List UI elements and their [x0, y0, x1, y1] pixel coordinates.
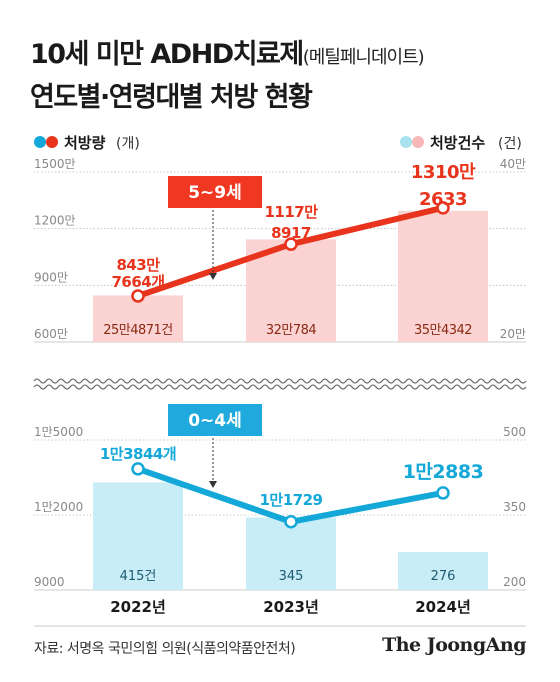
- top-callout-arrowhead: [209, 273, 217, 280]
- top-bar-label: 32만784: [266, 323, 317, 338]
- top-line-data-label: 8917: [271, 224, 311, 242]
- axis-break-wave: [33, 378, 527, 384]
- bottom-bar-label: 415건: [120, 569, 157, 584]
- chart-title: 10세 미만 ADHD치료제(메틸페니데이트) 연도별·연령대별 처방 현황: [30, 32, 425, 115]
- legend-left-unit: (개): [116, 136, 140, 152]
- x-axis-tick-label: 2023년: [263, 598, 319, 616]
- legend-left-red-dot: [46, 136, 58, 148]
- top-line-point: [131, 289, 145, 303]
- bottom-right-tick-label: 500: [503, 425, 526, 439]
- bottom-callout-box: [168, 404, 262, 436]
- bottom-callout-arrowhead: [209, 481, 217, 488]
- bottom-bar: [93, 482, 183, 590]
- top-line-data-label: 1310만: [411, 162, 476, 183]
- title-line2: 연도별·연령대별 처방 현황: [30, 81, 313, 113]
- top-line-point: [436, 201, 450, 215]
- bottom-bar: [398, 552, 488, 590]
- top-left-tick-label: 900만: [34, 270, 68, 284]
- top-line-data-label: 1117만: [264, 203, 318, 221]
- top-line-data-label: 2633: [419, 189, 467, 210]
- top-line-data-label: 7664개: [111, 273, 164, 291]
- top-bar-label: 25만4871건: [103, 323, 173, 338]
- bottom-right-tick-label: 350: [503, 500, 526, 514]
- legend-right-unit: (건): [498, 136, 522, 152]
- title-main: 10세 미만 ADHD치료제: [30, 39, 304, 70]
- bottom-left-tick-label: 1만5000: [34, 425, 83, 439]
- x-axis-tick-label: 2024년: [415, 598, 471, 616]
- bottom-line-data-label: 1만2883: [403, 461, 484, 483]
- bottom-bar-label: 276: [431, 569, 456, 584]
- x-axis-tick-label: 2022년: [110, 598, 166, 616]
- top-callout-box: [168, 176, 262, 208]
- bottom-line-point: [284, 515, 298, 529]
- legend-right-label: 처방건수: [430, 134, 485, 152]
- title-sub: (메틸페니데이트): [302, 47, 425, 68]
- bottom-line-data-label: 1만1729: [260, 491, 323, 509]
- brand-logo: The JoongAng: [382, 634, 526, 656]
- legend-left-blue-dot: [34, 136, 46, 148]
- top-bar-label: 35만4342: [414, 323, 472, 338]
- legend-left-label: 처방량: [64, 134, 106, 152]
- top-bar: [93, 295, 183, 342]
- bottom-line-point: [436, 486, 450, 500]
- top-callout-label: 5~9세: [188, 183, 242, 203]
- axis-break-wave: [33, 384, 527, 390]
- legend-right-blue-dot: [400, 136, 412, 148]
- bottom-bar-label: 345: [279, 569, 304, 584]
- bottom-bar: [246, 517, 336, 590]
- top-line-point: [284, 237, 298, 251]
- top-bar: [398, 210, 488, 342]
- top-left-tick-label: 600만: [34, 327, 68, 341]
- bottom-line-data-label: 1만3844개: [100, 445, 176, 463]
- bottom-line-point: [131, 462, 145, 476]
- top-left-tick-label: 1200만: [34, 214, 76, 228]
- source-note: 자료: 서명옥 국민의힘 의원(식품의약품안전처): [34, 641, 296, 657]
- bottom-left-tick-label: 1만2000: [34, 500, 83, 514]
- bottom-left-tick-label: 9000: [34, 575, 65, 589]
- top-line-data-label: 843만: [116, 256, 160, 274]
- top-right-tick-label: 40만: [500, 157, 526, 171]
- bottom-right-tick-label: 200: [503, 575, 526, 589]
- top-left-tick-label: 1500만: [34, 157, 76, 171]
- top-right-tick-label: 20만: [500, 327, 526, 341]
- legend-right-pink-dot: [412, 136, 424, 148]
- bottom-callout-label: 0~4세: [188, 411, 242, 431]
